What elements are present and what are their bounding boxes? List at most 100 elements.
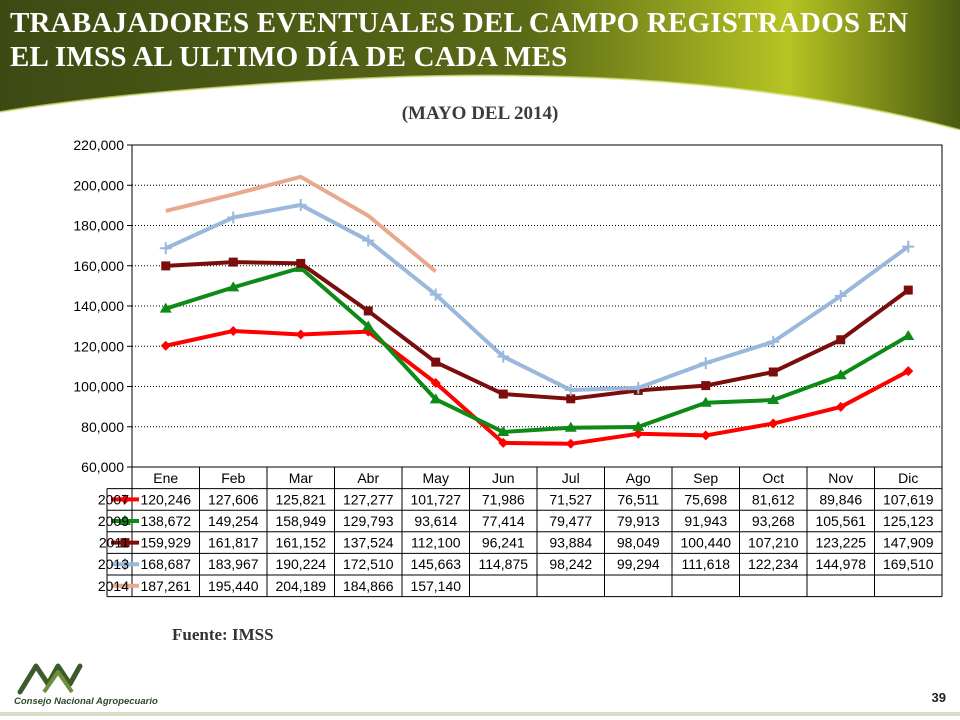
category-label-Ago: Ago xyxy=(626,470,651,486)
data-point-2007 xyxy=(835,401,846,412)
data-point-2007 xyxy=(498,437,509,448)
data-point-2009 xyxy=(632,420,645,431)
data-label-2013: 98,242 xyxy=(549,556,592,572)
page-number: 39 xyxy=(931,690,946,705)
data-point-2007 xyxy=(160,340,171,351)
data-point-2009 xyxy=(159,302,172,313)
data-label-2007: 127,277 xyxy=(343,491,394,507)
data-point-2009 xyxy=(902,329,915,340)
data-point-2007 xyxy=(430,378,441,389)
data-label-2011: 161,152 xyxy=(275,535,326,551)
data-point-2013 xyxy=(497,350,510,363)
series-line-2011 xyxy=(165,260,910,401)
series-line-2013 xyxy=(164,202,910,393)
data-point-2011 xyxy=(836,335,846,345)
data-label-2014: 187,261 xyxy=(140,578,191,594)
data-label-2007: 107,619 xyxy=(883,491,934,507)
data-label-2013: 114,875 xyxy=(478,556,528,572)
category-label-Jul: Jul xyxy=(562,470,580,486)
data-label-2009: 93,614 xyxy=(414,513,457,529)
data-point-2009 xyxy=(834,369,847,380)
data-point-2007 xyxy=(700,430,711,441)
category-label-Feb: Feb xyxy=(221,470,245,486)
data-point-2011 xyxy=(161,261,171,271)
data-label-2007: 76,511 xyxy=(617,491,659,507)
y-tick-label: 60,000 xyxy=(81,459,124,475)
data-label-2014: 157,140 xyxy=(410,578,461,594)
data-label-2011: 123,225 xyxy=(815,535,866,551)
data-label-2011: 137,524 xyxy=(343,535,394,551)
data-point-2011 xyxy=(363,306,373,316)
y-tick-label: 100,000 xyxy=(73,379,124,395)
data-point-2013 xyxy=(362,234,375,247)
legend-marker-2013 xyxy=(119,558,131,571)
data-label-2011: 96,241 xyxy=(482,535,525,551)
data-label-2007: 120,246 xyxy=(140,491,191,507)
data-point-2013 xyxy=(767,335,780,348)
data-point-2011 xyxy=(701,381,711,391)
data-point-2013 xyxy=(699,357,712,370)
data-label-2013: 99,294 xyxy=(617,556,660,572)
data-label-2011: 147,909 xyxy=(883,535,934,551)
data-point-2009 xyxy=(429,393,442,404)
data-label-2013: 183,967 xyxy=(208,556,259,572)
y-tick-label: 220,000 xyxy=(73,137,124,153)
data-label-2007: 75,698 xyxy=(684,491,727,507)
data-point-2009 xyxy=(497,425,510,436)
legend-label-2007: 2007 xyxy=(98,491,129,507)
data-label-2011: 107,210 xyxy=(748,535,799,551)
series-line-2014 xyxy=(165,174,438,274)
data-point-2007 xyxy=(228,325,239,336)
data-label-2013: 111,618 xyxy=(681,556,730,572)
data-label-2013: 144,978 xyxy=(815,556,866,572)
legend-marker-2009 xyxy=(119,515,131,525)
category-label-Ene: Ene xyxy=(153,470,178,486)
data-label-2009: 129,793 xyxy=(343,513,394,529)
data-point-2013 xyxy=(834,289,847,302)
series-line-2007 xyxy=(165,328,910,446)
category-label-Dic: Dic xyxy=(898,470,918,486)
data-label-2013: 190,224 xyxy=(275,556,326,572)
series-line-2009 xyxy=(165,265,910,434)
data-label-2009: 93,268 xyxy=(752,513,795,529)
data-label-2009: 79,477 xyxy=(549,513,592,529)
banner-background xyxy=(0,0,960,130)
data-label-2013: 168,687 xyxy=(140,556,191,572)
category-label-Mar: Mar xyxy=(289,470,313,486)
data-label-2007: 89,846 xyxy=(819,491,862,507)
data-label-2009: 149,254 xyxy=(208,513,259,529)
data-point-2007 xyxy=(565,438,576,449)
data-label-2011: 100,440 xyxy=(680,535,731,551)
category-label-May: May xyxy=(423,470,449,486)
data-label-2011: 159,929 xyxy=(140,535,191,551)
data-label-2011: 93,884 xyxy=(549,535,592,551)
data-point-2009 xyxy=(767,394,780,405)
data-label-2011: 98,049 xyxy=(617,535,660,551)
organization-logo: Consejo Nacional Agropecuario xyxy=(14,656,174,716)
data-label-2009: 77,414 xyxy=(482,513,525,529)
data-label-2013: 172,510 xyxy=(343,556,394,572)
data-point-2009 xyxy=(699,396,712,407)
logo-text: Consejo Nacional Agropecuario xyxy=(14,696,158,707)
legend-marker-2011 xyxy=(120,538,130,548)
data-point-2009 xyxy=(362,320,375,331)
data-label-2009: 79,913 xyxy=(617,513,660,529)
y-tick-label: 140,000 xyxy=(73,298,124,314)
y-tick-label: 200,000 xyxy=(73,177,124,193)
title-banner: TRABAJADORES EVENTUALES DEL CAMPO REGIST… xyxy=(0,0,960,130)
data-point-2013 xyxy=(159,242,172,255)
slide-subtitle: (MAYO DEL 2014) xyxy=(401,103,559,124)
data-point-2013 xyxy=(294,198,307,211)
data-point-2013 xyxy=(632,381,645,394)
data-label-2007: 81,612 xyxy=(752,491,795,507)
data-label-2007: 125,821 xyxy=(275,491,326,507)
legend-marker-2007 xyxy=(120,494,130,505)
data-label-2013: 145,663 xyxy=(410,556,461,572)
data-point-2013 xyxy=(429,288,442,301)
data-point-2011 xyxy=(296,258,306,268)
category-label-Jun: Jun xyxy=(492,470,515,486)
data-label-2009: 91,943 xyxy=(684,513,727,529)
data-label-2007: 71,986 xyxy=(482,491,525,507)
data-label-2013: 169,510 xyxy=(883,556,934,572)
y-tick-label: 80,000 xyxy=(81,419,124,435)
